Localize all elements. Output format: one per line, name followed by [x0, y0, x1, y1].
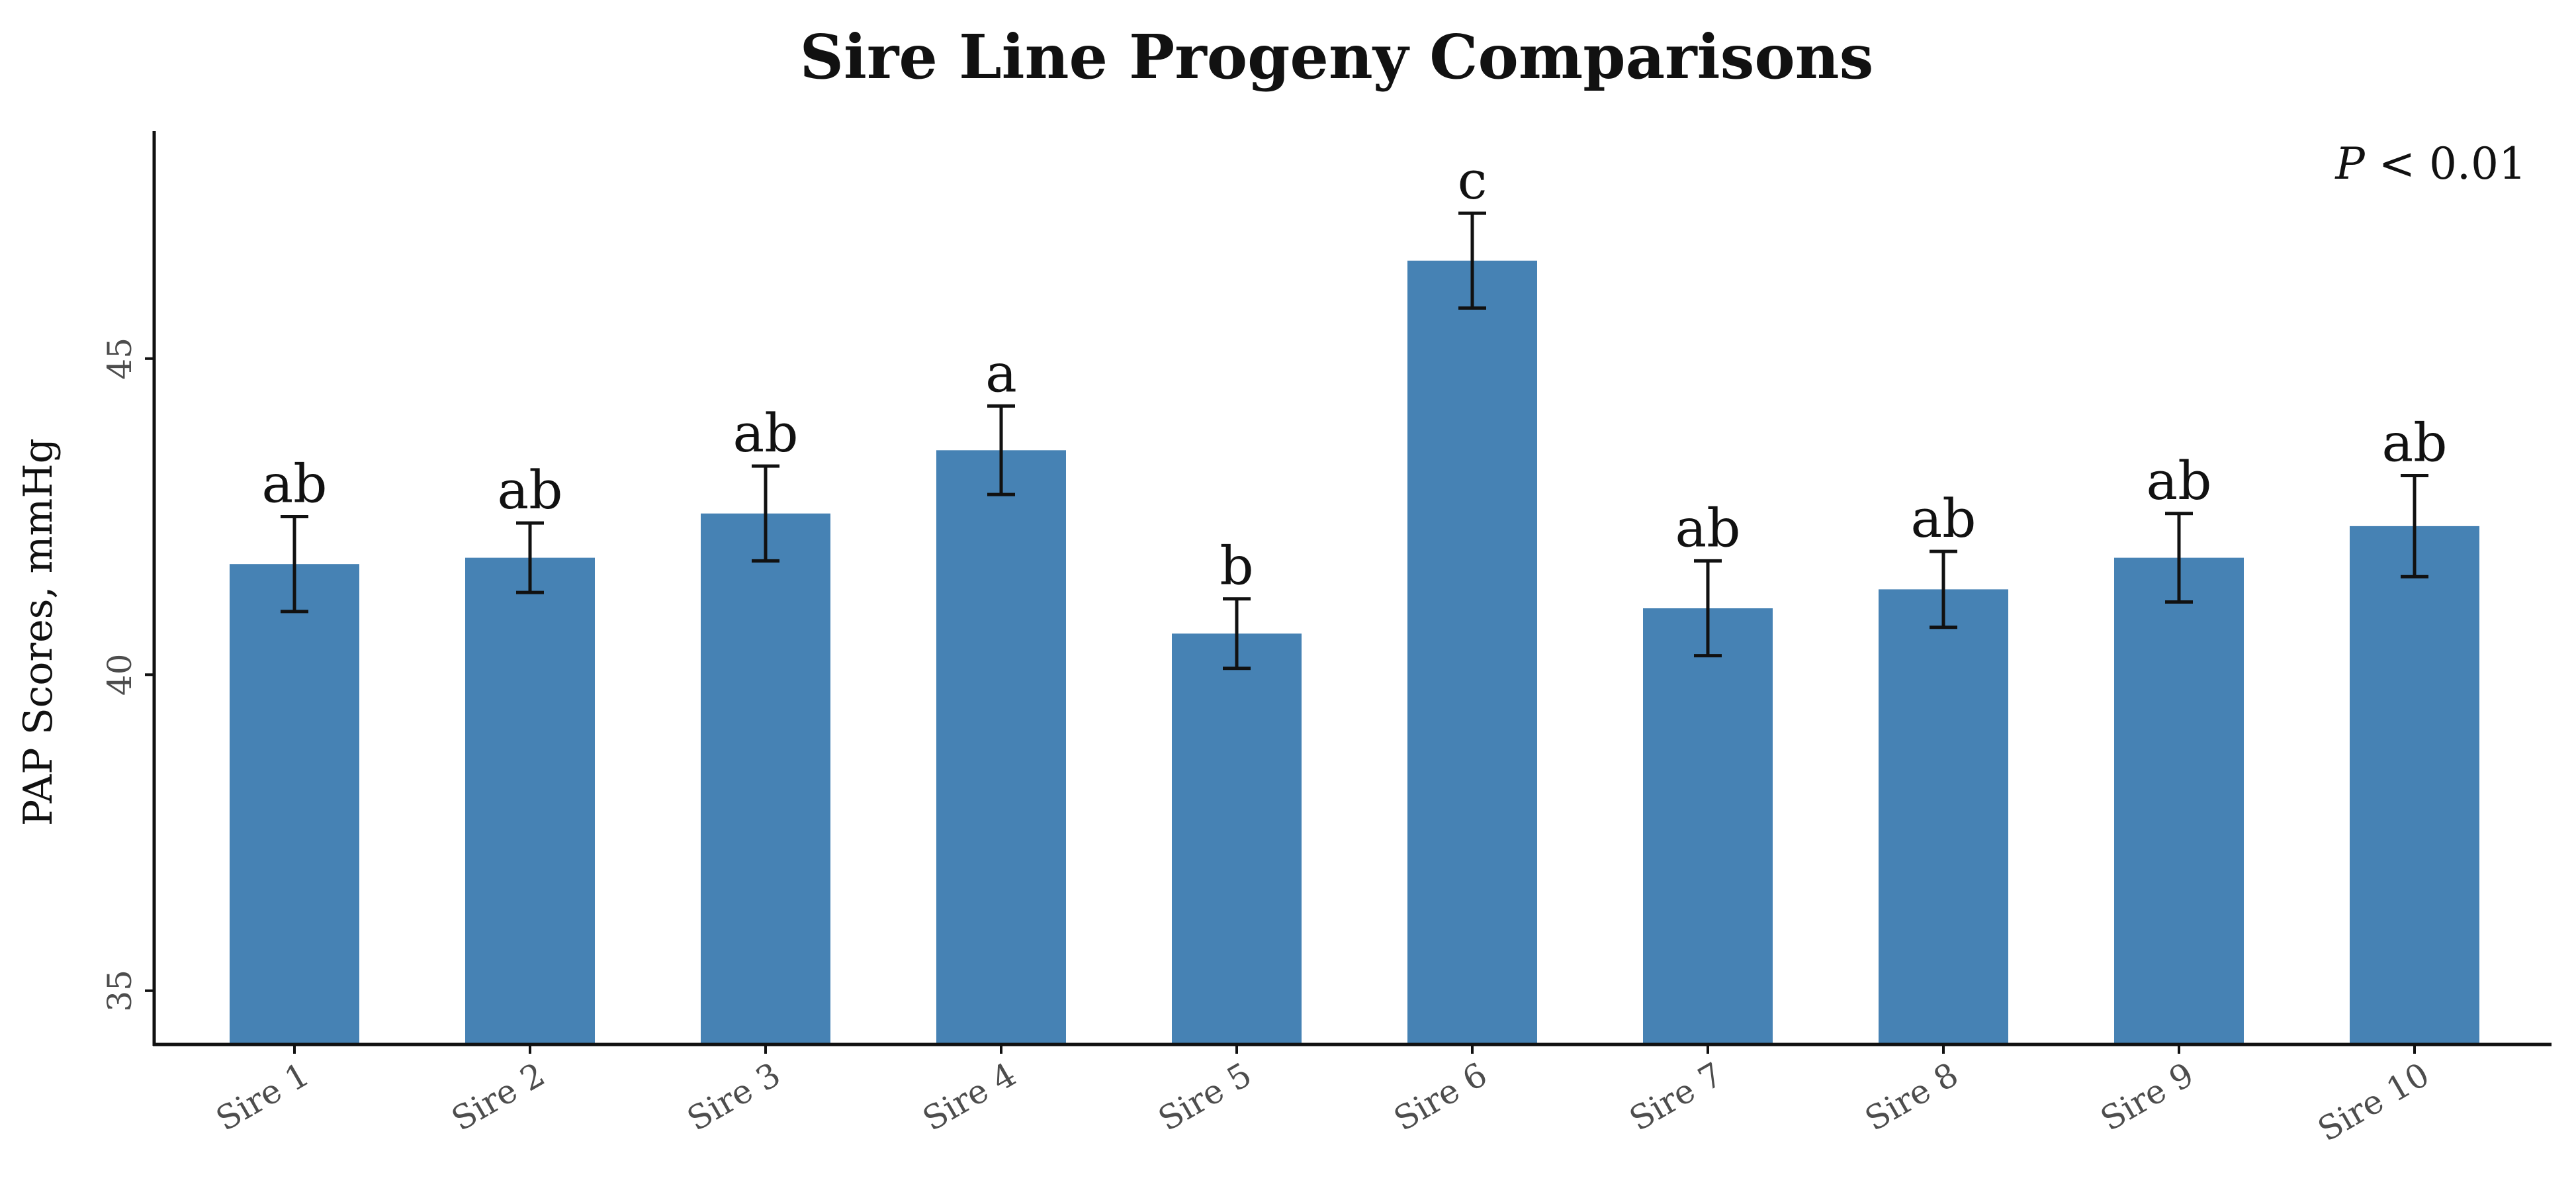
- group-letter-1: ab: [262, 453, 328, 515]
- y-tick-label-40: 40: [101, 654, 139, 696]
- bar-6: [1407, 260, 1537, 1044]
- bar-10: [2350, 526, 2479, 1044]
- error-bar-2: [516, 521, 544, 594]
- group-letter-4: a: [985, 342, 1017, 404]
- error-bar-4: [987, 404, 1015, 496]
- x-tick-label-6: Sire 6: [1388, 1055, 1493, 1138]
- x-tick-label-2: Sire 2: [445, 1055, 551, 1138]
- y-tick-label-35: 35: [101, 970, 139, 1012]
- x-tick-label-8: Sire 8: [1859, 1055, 1965, 1138]
- x-tick-label-5: Sire 5: [1152, 1055, 1258, 1138]
- x-tick-label-1: Sire 1: [210, 1055, 316, 1138]
- error-bar-7: [1694, 559, 1722, 658]
- x-tick-label-9: Sire 9: [2094, 1055, 2200, 1138]
- error-bars: [281, 211, 2428, 670]
- y-tick-label-45: 45: [101, 338, 139, 380]
- y-axis-ticks: 35 40 45: [101, 338, 154, 1012]
- group-letter-3: ab: [733, 402, 799, 464]
- group-letter-7: ab: [1675, 497, 1741, 559]
- p-value-symbol: P: [2334, 138, 2366, 189]
- error-bar-5: [1223, 597, 1251, 670]
- error-bar-8: [1930, 549, 1957, 629]
- bars: [230, 260, 2479, 1044]
- error-bar-10: [2401, 473, 2428, 578]
- group-letter-5: b: [1220, 535, 1253, 597]
- group-letter-6: c: [1458, 150, 1488, 211]
- p-value-annotation: P < 0.01: [2334, 138, 2526, 189]
- group-letter-10: ab: [2382, 412, 2448, 473]
- x-tick-label-3: Sire 3: [681, 1055, 787, 1138]
- bar-1: [230, 564, 359, 1044]
- x-tick-label-10: Sire 10: [2311, 1055, 2436, 1149]
- group-letter-9: ab: [2147, 450, 2212, 512]
- error-bar-6: [1458, 211, 1486, 310]
- bar-8: [1879, 589, 2008, 1044]
- bar-2: [465, 557, 595, 1044]
- group-letter-8: ab: [1911, 488, 1976, 549]
- error-bar-9: [2165, 512, 2193, 604]
- bar-4: [936, 450, 1066, 1044]
- bar-5: [1172, 633, 1302, 1044]
- chart-title: Sire Line Progeny Comparisons: [800, 21, 1874, 93]
- group-letter-2: ab: [498, 459, 563, 521]
- x-axis-ticks: Sire 1 Sire 2 Sire 3 Sire 4 Sire 5 Sire 6 Sire…: [210, 1044, 2436, 1149]
- error-bar-1: [281, 515, 308, 614]
- bar-3: [701, 513, 830, 1044]
- error-bar-3: [752, 464, 779, 563]
- y-axis-label: PAP Scores, mmHg: [15, 438, 62, 826]
- bar-9: [2114, 557, 2244, 1044]
- x-tick-label-7: Sire 7: [1623, 1055, 1729, 1138]
- bar-7: [1643, 608, 1773, 1044]
- p-value-text: < 0.01: [2365, 138, 2526, 189]
- x-tick-label-4: Sire 4: [916, 1055, 1022, 1138]
